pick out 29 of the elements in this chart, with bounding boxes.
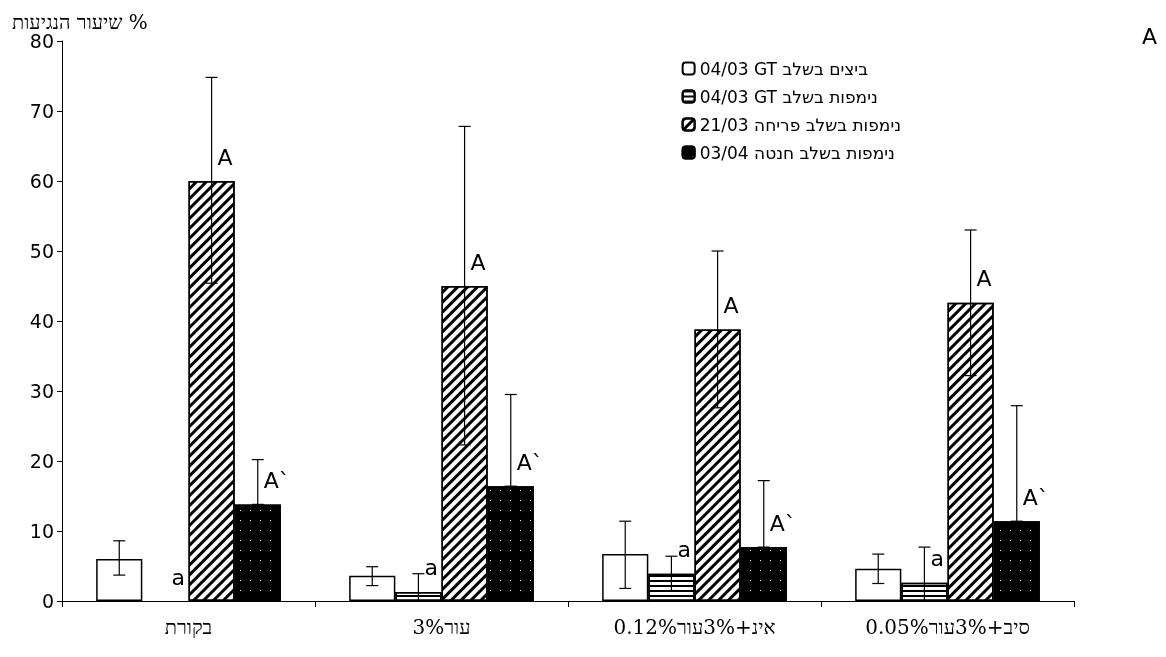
x-tick-label: 0.05%סיב+3%עור (865, 615, 1030, 639)
y-tick-label: 70 (29, 100, 54, 122)
data-label: a (424, 555, 438, 581)
y-tick-label: 10 (29, 520, 54, 542)
data-label: A (470, 249, 486, 275)
data-label: A (723, 292, 739, 318)
y-tick-label: 40 (29, 310, 54, 332)
y-tick-label: 50 (29, 240, 54, 262)
data-label: A (976, 266, 992, 292)
x-tick-label: בקורת (164, 615, 213, 639)
data-label: a (171, 564, 185, 590)
data-label: a (677, 537, 691, 563)
x-tick-label: 3%עור (412, 615, 471, 639)
data-label: A` (516, 449, 543, 475)
data-label: A` (1022, 484, 1049, 510)
data-label: a (930, 546, 944, 572)
y-tick-label: 30 (29, 380, 54, 402)
data-label: A` (769, 510, 796, 536)
legend-label: 04/03 GT נימפות בשלב (699, 86, 878, 107)
x-tick-label: 0.12%אינ+3%עור (613, 615, 776, 639)
y-tick-label: 20 (29, 450, 54, 472)
legend-label: 03/04 נימפות בשלב חנטה (699, 142, 895, 163)
text: A (1141, 23, 1158, 49)
legend-label: 21/03 נימפות בשלב פריחה (699, 114, 902, 135)
legend-label: 04/03 GT ביצים בשלב (699, 58, 869, 79)
y-tick-label: 60 (29, 170, 54, 192)
data-label: A` (263, 467, 290, 493)
y-tick-label: 0 (41, 590, 54, 612)
data-label: A (217, 144, 233, 170)
